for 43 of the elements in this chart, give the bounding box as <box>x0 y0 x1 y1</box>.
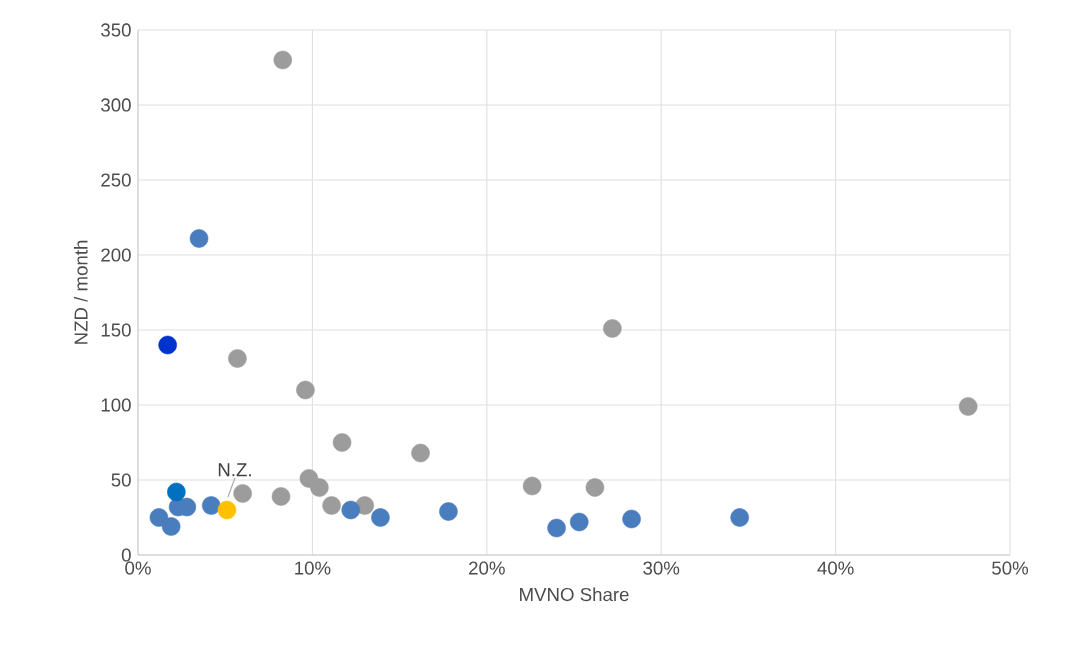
point <box>411 443 430 463</box>
y-tick-label: 350 <box>101 23 131 37</box>
point <box>371 508 390 527</box>
point <box>273 50 293 70</box>
point <box>569 512 589 532</box>
y-tick-label: 0 <box>121 548 131 562</box>
point <box>158 335 177 355</box>
point <box>201 496 221 515</box>
x-tick-label: 40% <box>817 561 854 575</box>
point <box>522 476 542 496</box>
x-tick-label: 10% <box>295 561 331 575</box>
x-tick-label: 30% <box>643 561 680 575</box>
y-tick-label: 250 <box>101 173 131 187</box>
point <box>322 496 341 515</box>
point <box>730 508 749 527</box>
x-tick-label: 0% <box>125 561 151 575</box>
point <box>271 487 291 506</box>
point <box>167 482 186 502</box>
point <box>310 478 329 497</box>
point <box>296 380 315 400</box>
point <box>228 349 247 368</box>
y-tick-label: 200 <box>101 248 131 262</box>
point <box>341 500 361 520</box>
x-axis-title: MVNO Share <box>520 587 629 602</box>
point <box>622 509 641 529</box>
x-tick-label: 50% <box>992 561 1029 575</box>
y-tick-label: 100 <box>101 398 131 412</box>
annotation: N.Z. <box>218 463 251 477</box>
point <box>233 484 252 503</box>
y-tick-label: 150 <box>101 323 131 337</box>
y-tick-label: 50 <box>111 473 131 487</box>
point <box>189 229 209 248</box>
y-tick-label: 300 <box>101 98 131 112</box>
point <box>585 478 605 497</box>
point <box>958 397 978 416</box>
point <box>332 433 352 452</box>
point <box>439 502 458 521</box>
point <box>217 500 237 520</box>
point <box>547 518 566 538</box>
y-axis-title: NZD / month <box>73 240 88 344</box>
x-tick-label: 20% <box>469 561 505 575</box>
point <box>603 319 622 338</box>
point <box>161 517 181 536</box>
